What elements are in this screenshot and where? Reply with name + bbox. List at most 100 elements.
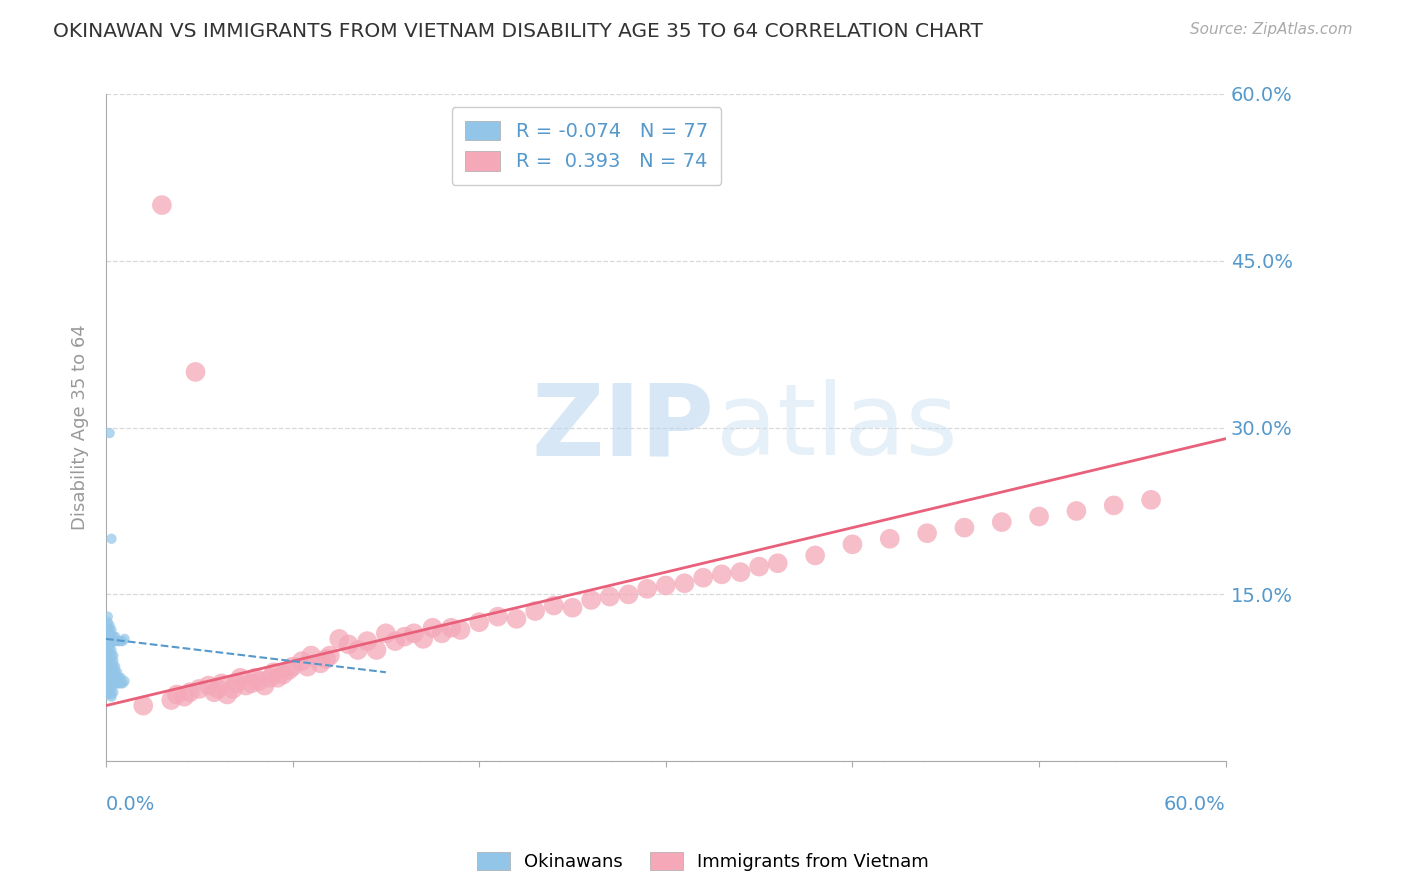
Point (402, 626, 425, 640)
Point (110, 676, 132, 690)
Point (561, 600, 583, 615)
Point (98, 681, 121, 696)
Text: atlas: atlas (716, 379, 957, 476)
Point (166, 688, 188, 702)
Point (1102, 499, 1125, 513)
Point (374, 626, 396, 640)
Point (98, 665, 121, 680)
Point (384, 634, 406, 648)
Point (440, 621, 463, 635)
Point (450, 623, 472, 637)
Text: Source: ZipAtlas.com: Source: ZipAtlas.com (1189, 22, 1353, 37)
Point (599, 590, 621, 604)
Point (347, 643, 370, 657)
Point (98, 648, 121, 663)
Point (97, 654, 120, 668)
Point (105, 676, 128, 690)
Point (98, 654, 121, 668)
Point (103, 671, 125, 685)
Point (97, 623, 120, 637)
Point (673, 576, 696, 591)
Point (105, 665, 128, 680)
Point (100, 623, 122, 637)
Point (94, 621, 117, 635)
Point (100, 654, 122, 668)
Point (543, 599, 565, 613)
Point (98, 618, 121, 632)
Point (108, 634, 131, 648)
Point (103, 648, 125, 663)
Point (114, 632, 136, 646)
Point (98, 674, 121, 689)
Point (100, 634, 122, 648)
Point (104, 630, 127, 644)
Point (468, 615, 491, 630)
Point (748, 559, 770, 574)
Point (108, 676, 131, 690)
Point (253, 679, 276, 693)
Point (1140, 492, 1163, 507)
Point (804, 549, 827, 563)
Y-axis label: Disability Age 35 to 64: Disability Age 35 to 64 (72, 325, 89, 531)
Point (110, 634, 132, 648)
Text: ZIP: ZIP (531, 379, 714, 476)
Legend: R = -0.074   N = 77, R =  0.393   N = 74: R = -0.074 N = 77, R = 0.393 N = 74 (451, 107, 721, 185)
Point (98, 637, 121, 651)
Point (108, 671, 131, 685)
Point (132, 698, 155, 713)
Point (271, 667, 294, 681)
Point (222, 681, 245, 696)
Point (97, 621, 120, 635)
Point (100, 630, 122, 644)
Point (184, 365, 207, 379)
Point (103, 654, 125, 668)
Point (97, 609, 120, 624)
Point (160, 693, 183, 707)
Point (98, 676, 121, 690)
Point (879, 532, 901, 546)
Point (412, 632, 434, 646)
Point (1066, 504, 1088, 518)
Legend: Okinawans, Immigrants from Vietnam: Okinawans, Immigrants from Vietnam (470, 845, 936, 879)
Point (766, 556, 789, 570)
Point (235, 679, 257, 693)
Point (245, 671, 267, 685)
Point (103, 634, 125, 648)
Point (98, 623, 121, 637)
Point (202, 685, 225, 699)
Point (173, 690, 195, 704)
Point (100, 688, 122, 702)
Point (315, 652, 337, 666)
Point (100, 681, 122, 696)
Point (328, 632, 350, 646)
Point (211, 676, 233, 690)
Point (150, 198, 173, 212)
Point (229, 671, 252, 685)
Point (104, 665, 127, 680)
Point (188, 681, 211, 696)
Point (636, 582, 658, 596)
Point (105, 671, 128, 685)
Point (100, 648, 122, 663)
Text: 60.0%: 60.0% (1164, 795, 1226, 814)
Point (100, 643, 122, 657)
Point (104, 659, 127, 673)
Point (263, 665, 285, 680)
Point (103, 685, 125, 699)
Point (990, 515, 1012, 529)
Point (915, 526, 938, 541)
Point (247, 674, 270, 689)
Point (97, 626, 120, 640)
Point (524, 604, 547, 618)
Point (422, 621, 444, 635)
Point (217, 688, 239, 702)
Point (98, 685, 121, 699)
Point (94, 643, 117, 657)
Point (366, 643, 388, 657)
Point (98, 632, 121, 646)
Point (111, 634, 134, 648)
Point (277, 663, 299, 677)
Point (655, 578, 678, 592)
Point (207, 681, 229, 696)
Point (105, 634, 128, 648)
